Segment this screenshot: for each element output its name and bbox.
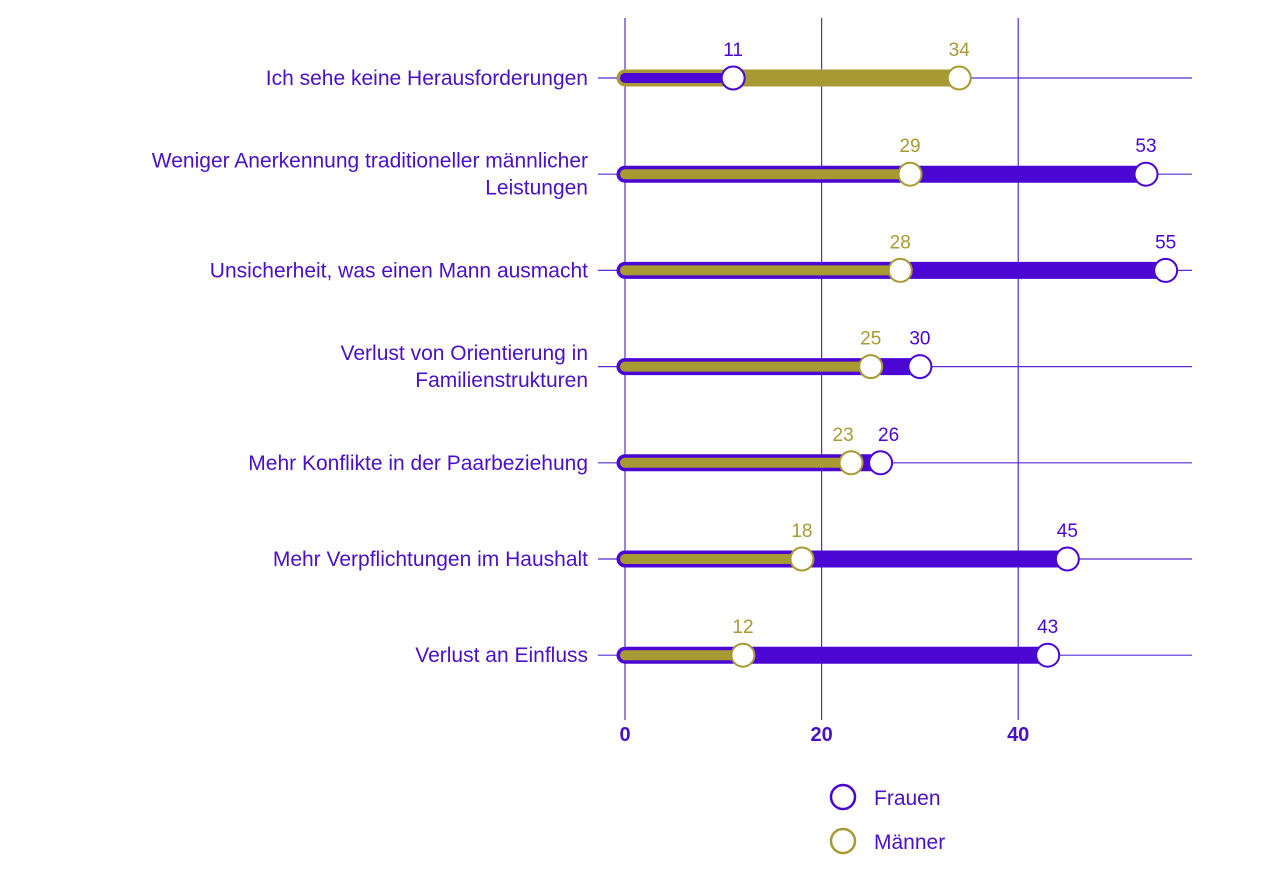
category-label-line: Weniger Anerkennung traditioneller männl… [152, 150, 588, 173]
category-label-line: Leistungen [485, 177, 588, 200]
category-label-line: Unsicherheit, was einen Mann ausmacht [210, 259, 588, 282]
legend-label: Frauen [874, 787, 941, 810]
marker-frauen [720, 65, 746, 91]
category-label: Verlust von Orientierung in Familienstruk… [341, 342, 588, 392]
category-label: Ich sehe keine Herausforderungen [266, 67, 588, 90]
legend-marker-frauen [829, 783, 857, 811]
category-label: Mehr Konflikte in der Paarbeziehung [248, 452, 588, 475]
marker-männer [730, 642, 756, 668]
marker-männer [838, 450, 864, 476]
marker-frauen [868, 450, 894, 476]
category-label: Weniger Anerkennung traditioneller männl… [152, 150, 588, 200]
marker-frauen [907, 354, 933, 380]
marker-frauen [1054, 546, 1080, 572]
x-tick-label: 20 [810, 724, 832, 746]
marker-männer [789, 546, 815, 572]
data-label: 29 [899, 136, 920, 157]
category-label-line: Mehr Konflikte in der Paarbeziehung [248, 452, 588, 475]
marker-frauen [1133, 161, 1159, 187]
data-label: 12 [732, 617, 753, 638]
marker-männer [946, 65, 972, 91]
marker-frauen [1153, 257, 1179, 283]
category-label: Verlust an Einfluss [415, 644, 588, 667]
category-label-line: Verlust an Einfluss [415, 644, 588, 667]
category-label: Unsicherheit, was einen Mann ausmacht [210, 259, 588, 282]
marker-frauen [1035, 642, 1061, 668]
category-label-line: Familienstrukturen [415, 369, 588, 392]
data-label: 25 [860, 329, 881, 350]
marker-männer [858, 354, 884, 380]
legend-marker-männer [829, 827, 857, 855]
data-label: 30 [909, 329, 930, 350]
marker-männer [887, 257, 913, 283]
data-label: 23 [833, 425, 854, 446]
data-label: 11 [723, 40, 743, 61]
x-tick-label: 0 [619, 724, 630, 746]
marker-männer [897, 161, 923, 187]
data-label: 34 [949, 40, 971, 61]
data-label: 26 [878, 425, 899, 446]
data-label: 43 [1037, 617, 1058, 638]
data-label: 18 [791, 521, 812, 542]
category-label-line: Mehr Verpflichtungen im Haushalt [273, 548, 588, 571]
x-tick-label: 40 [1007, 724, 1029, 746]
category-label-line: Ich sehe keine Herausforderungen [266, 67, 588, 90]
data-label: 45 [1057, 521, 1078, 542]
legend-label: Männer [874, 831, 945, 854]
category-label-line: Verlust von Orientierung in [341, 342, 588, 365]
data-label: 55 [1155, 232, 1176, 253]
data-label: 53 [1135, 136, 1156, 157]
data-label: 28 [890, 232, 911, 253]
category-label: Mehr Verpflichtungen im Haushalt [273, 548, 588, 571]
